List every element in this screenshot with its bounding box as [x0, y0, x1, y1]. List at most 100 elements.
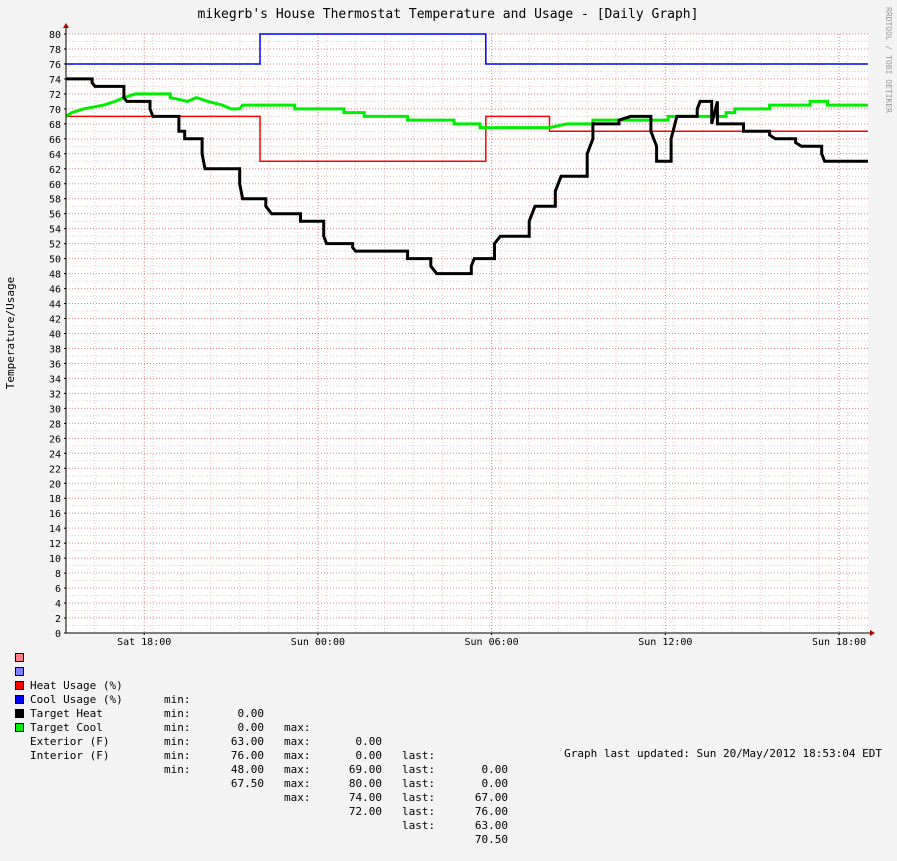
series-lines — [65, 33, 868, 276]
legend-last-label: last: — [402, 777, 436, 790]
legend-row: Heat Usage (%) min: 0.00 max: 0.00 last:… — [14, 651, 508, 776]
y-tick-label: 0 — [55, 629, 61, 640]
y-tick-label: 62 — [49, 165, 61, 176]
y-tick-label: 42 — [49, 315, 61, 326]
legend-max-label: max: — [284, 749, 311, 762]
y-tick-label: 54 — [49, 225, 61, 236]
y-tick-label: 36 — [49, 359, 61, 370]
legend-row: Interior (F) min: 67.50 max: 72.00 last:… — [14, 721, 508, 846]
y-tick-label: 76 — [49, 60, 61, 71]
legend-last-value: 76.00 — [474, 805, 508, 818]
y-tick-label: 80 — [49, 30, 61, 41]
x-tick-label: Sun 06:00 — [465, 637, 519, 648]
legend-last-value: 67.00 — [474, 791, 508, 804]
y-tick-label: 78 — [49, 45, 61, 56]
legend-swatch — [15, 681, 24, 690]
y-tick-label: 6 — [55, 584, 61, 595]
legend-max-label: max: — [284, 777, 311, 790]
chart: mikegrb's House Thermostat Temperature a… — [4, 7, 893, 648]
legend-row: Cool Usage (%) min: 0.00 max: 0.00 last:… — [14, 665, 508, 790]
y-tick-label: 30 — [49, 404, 61, 415]
legend-min-value: 0.00 — [237, 721, 265, 734]
legend-row: Exterior (F) min: 48.00 max: 74.00 last:… — [14, 707, 508, 832]
y-tick-label: 50 — [49, 255, 61, 266]
y-tick-label: 58 — [49, 195, 61, 206]
legend-last-value: 70.50 — [474, 833, 508, 846]
legend-last-label: last: — [402, 763, 436, 776]
y-tick-label: 44 — [49, 300, 61, 311]
y-tick-label: 14 — [49, 524, 61, 535]
legend-min-label: min: — [164, 735, 191, 748]
rrd-graph: mikegrb's House Thermostat Temperature a… — [4, 7, 893, 846]
legend-last-label: last: — [402, 805, 436, 818]
legend-max-label: max: — [284, 735, 311, 748]
legend-swatch — [15, 653, 24, 662]
legend-swatch — [15, 723, 24, 732]
watermark: RRDTOOL / TOBI OETIKER — [884, 7, 893, 113]
y-tick-label: 32 — [49, 389, 61, 400]
legend-max-value: 72.00 — [348, 805, 382, 818]
y-tick-label: 38 — [49, 344, 61, 355]
legend-last-value: 0.00 — [481, 777, 509, 790]
y-tick-label: 46 — [49, 285, 61, 296]
y-tick-label: 70 — [49, 105, 61, 116]
axes — [63, 23, 875, 636]
y-tick-label: 68 — [49, 120, 61, 131]
y-axis-arrow — [63, 23, 69, 28]
legend-min-value: 67.50 — [230, 777, 264, 790]
y-tick-label: 24 — [49, 449, 61, 460]
legend-min-value: 48.00 — [230, 763, 264, 776]
y-tick-label: 60 — [49, 180, 61, 191]
y-tick-label: 2 — [55, 614, 61, 625]
legend-last-value: 0.00 — [481, 763, 509, 776]
legend-min-value: 76.00 — [230, 749, 264, 762]
y-tick-label: 40 — [49, 330, 61, 341]
x-tick-labels: Sat 18:00 Sun 00:00 Sun 06:00 Sun 12:00 Sun … — [117, 637, 866, 648]
plot-area — [66, 34, 868, 633]
y-tick-label: 22 — [49, 464, 61, 475]
legend-last-label: last: — [402, 791, 436, 804]
legend-min-label: min: — [164, 749, 191, 762]
grid — [66, 33, 868, 633]
y-tick-label: 74 — [49, 75, 61, 86]
legend-min-value: 63.00 — [230, 735, 264, 748]
y-tick-label: 52 — [49, 240, 61, 251]
y-axis-label: Temperature/Usage — [4, 277, 17, 390]
legend-label: Exterior (F) — [30, 735, 110, 748]
legend-max-label: max: — [284, 791, 311, 804]
legend-min-label: min: — [164, 763, 191, 776]
y-tick-label: 72 — [49, 90, 61, 101]
x-tick-label: Sun 00:00 — [291, 637, 345, 648]
legend-max-value: 0.00 — [355, 735, 383, 748]
last-updated: Graph last updated: Sun 20/May/2012 18:5… — [564, 747, 882, 760]
legend-label: Cool Usage (%) — [30, 693, 123, 706]
legend-max-value: 74.00 — [348, 791, 382, 804]
legend-last-label: last: — [402, 749, 436, 762]
legend-swatch — [15, 667, 24, 676]
y-tick-label: 4 — [55, 599, 61, 610]
y-tick-label: 18 — [49, 494, 61, 505]
y-tick-label: 26 — [49, 434, 61, 445]
legend-last-label: last: — [402, 819, 436, 832]
x-axis-arrow — [870, 630, 875, 636]
x-tick-label: Sun 12:00 — [638, 637, 692, 648]
legend: Heat Usage (%) min: 0.00 max: 0.00 last:… — [14, 651, 508, 846]
legend-row: Target Cool min: 76.00 max: 80.00 last: … — [14, 693, 508, 818]
x-tick-label: Sun 18:00 — [812, 637, 866, 648]
legend-label: Target Cool — [30, 721, 103, 734]
legend-max-value: 0.00 — [355, 749, 383, 762]
y-tick-label: 34 — [49, 374, 61, 385]
legend-min-value: 0.00 — [237, 707, 265, 720]
y-tick-label: 66 — [49, 135, 61, 146]
y-tick-label: 64 — [49, 150, 61, 161]
series-line-exterior-f — [66, 77, 868, 276]
legend-max-value: 69.00 — [348, 763, 382, 776]
y-tick-labels: 0246810121416182022242628303234363840424… — [49, 30, 61, 640]
legend-last-value: 63.00 — [474, 819, 508, 832]
series-line-target-cool — [66, 33, 868, 65]
legend-label: Interior (F) — [30, 749, 110, 762]
y-tick-label: 16 — [49, 509, 61, 520]
y-tick-label: 12 — [49, 539, 61, 550]
legend-max-label: max: — [284, 721, 311, 734]
y-tick-label: 28 — [49, 419, 61, 430]
